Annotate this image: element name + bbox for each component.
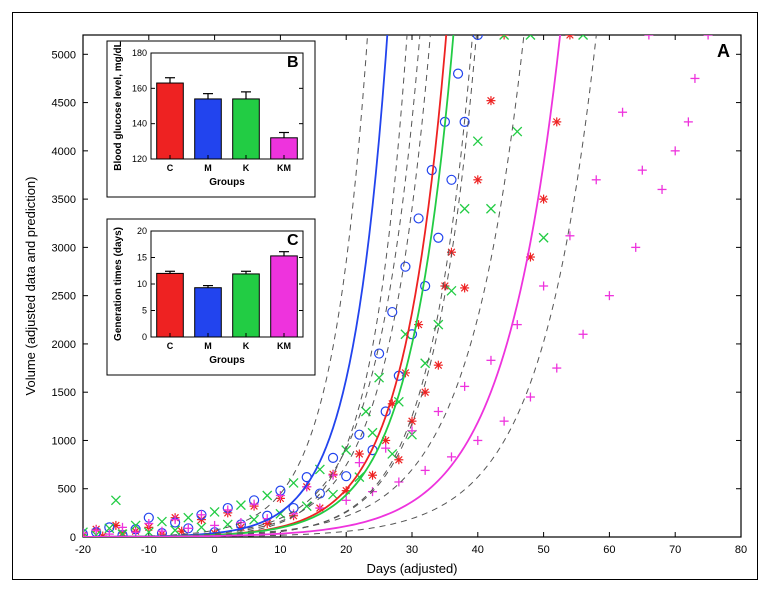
svg-text:120: 120 bbox=[132, 154, 147, 164]
svg-text:0: 0 bbox=[142, 332, 147, 342]
svg-text:3000: 3000 bbox=[52, 242, 76, 254]
svg-text:15: 15 bbox=[137, 253, 147, 263]
svg-text:160: 160 bbox=[132, 83, 147, 93]
svg-text:B: B bbox=[287, 54, 299, 71]
svg-text:K: K bbox=[243, 163, 250, 173]
svg-text:140: 140 bbox=[132, 119, 147, 129]
svg-text:C: C bbox=[167, 341, 174, 351]
svg-text:Days (adjusted): Days (adjusted) bbox=[366, 561, 457, 576]
svg-text:KM: KM bbox=[277, 341, 291, 351]
svg-text:-10: -10 bbox=[141, 544, 157, 556]
svg-text:1000: 1000 bbox=[52, 435, 76, 447]
svg-text:K: K bbox=[243, 341, 250, 351]
svg-text:80: 80 bbox=[735, 544, 747, 556]
svg-text:Groups: Groups bbox=[209, 355, 245, 366]
svg-text:KM: KM bbox=[277, 163, 291, 173]
svg-text:0: 0 bbox=[212, 544, 218, 556]
svg-text:20: 20 bbox=[137, 226, 147, 236]
svg-text:180: 180 bbox=[132, 48, 147, 58]
svg-text:10: 10 bbox=[137, 279, 147, 289]
figure-svg: -20-100102030405060708005001000150020002… bbox=[13, 13, 757, 579]
svg-text:C: C bbox=[287, 232, 299, 249]
svg-text:Groups: Groups bbox=[209, 177, 245, 188]
svg-text:-20: -20 bbox=[75, 544, 91, 556]
svg-text:3500: 3500 bbox=[52, 194, 76, 206]
svg-text:Blood glucose level, mg/dL: Blood glucose level, mg/dL bbox=[113, 41, 124, 170]
svg-text:2000: 2000 bbox=[52, 339, 76, 351]
svg-text:M: M bbox=[204, 163, 212, 173]
svg-text:70: 70 bbox=[669, 544, 681, 556]
svg-text:Generation times (days): Generation times (days) bbox=[113, 227, 124, 341]
svg-text:20: 20 bbox=[340, 544, 352, 556]
svg-text:60: 60 bbox=[603, 544, 615, 556]
svg-text:40: 40 bbox=[472, 544, 484, 556]
figure-frame: -20-100102030405060708005001000150020002… bbox=[12, 12, 758, 580]
svg-text:5: 5 bbox=[142, 306, 147, 316]
svg-text:0: 0 bbox=[70, 532, 76, 544]
svg-text:C: C bbox=[167, 163, 174, 173]
svg-text:2500: 2500 bbox=[52, 291, 76, 303]
svg-text:Volume (adjusted data and pred: Volume (adjusted data and prediction) bbox=[23, 177, 38, 396]
svg-text:50: 50 bbox=[537, 544, 549, 556]
svg-text:M: M bbox=[204, 341, 212, 351]
svg-text:1500: 1500 bbox=[52, 387, 76, 399]
svg-text:10: 10 bbox=[274, 544, 286, 556]
svg-text:4500: 4500 bbox=[52, 98, 76, 110]
svg-text:4000: 4000 bbox=[52, 146, 76, 158]
svg-text:500: 500 bbox=[58, 484, 76, 496]
svg-text:A: A bbox=[717, 41, 730, 61]
svg-text:30: 30 bbox=[406, 544, 418, 556]
svg-text:5000: 5000 bbox=[52, 49, 76, 61]
